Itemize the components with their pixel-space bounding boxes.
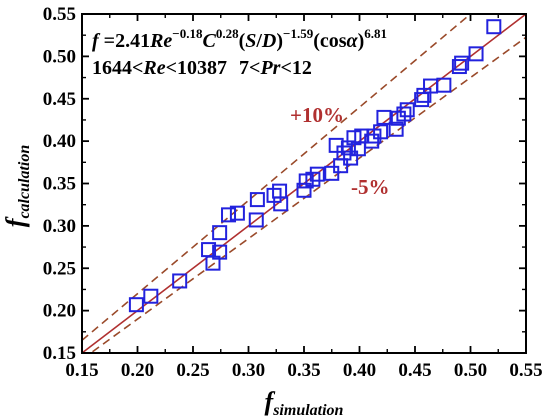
eq-sd-exp: −1.59 xyxy=(283,26,314,41)
x-tick-label: 0.25 xyxy=(176,360,209,381)
data-point xyxy=(248,212,264,228)
range-re-lo: 1644< xyxy=(92,57,143,79)
eq-sd-d: D xyxy=(261,30,276,52)
x-tick-label: 0.30 xyxy=(232,360,265,381)
y-tick-labels: 0.15 0.20 0.25 0.30 0.35 0.40 0.45 0.50 0.55 xyxy=(43,4,76,364)
eq-sd-slash: / xyxy=(255,30,262,52)
eq-cos-open: (cos xyxy=(313,30,347,52)
band-lower-label: -5% xyxy=(351,175,390,199)
data-point xyxy=(414,92,430,108)
data-point xyxy=(364,133,380,149)
y-tick-label: 0.15 xyxy=(43,343,76,364)
equation-text: f =2.41Re−0.18C0.28(S/D)−1.59(cosα)6.81 xyxy=(92,26,387,52)
y-axis-title-sub: calculation xyxy=(16,145,33,219)
data-point xyxy=(454,55,470,71)
band-line-2 xyxy=(89,36,526,353)
y-tick-label: 0.25 xyxy=(43,258,76,279)
y-axis-title: fcalculation xyxy=(1,145,33,228)
y-tick-label: 0.35 xyxy=(43,174,76,195)
data-point xyxy=(212,244,228,260)
data-point xyxy=(309,166,325,182)
y-tick-label: 0.55 xyxy=(43,4,76,25)
axis-ticks xyxy=(81,13,527,354)
y-tick-label: 0.50 xyxy=(43,46,76,67)
x-axis-title-sub: simulation xyxy=(272,402,343,419)
data-point xyxy=(396,106,412,122)
x-axis-title-main: f xyxy=(265,387,276,416)
eq-cos-alpha: α xyxy=(347,30,359,52)
band-line-1 xyxy=(82,14,472,341)
x-tick-label: 0.35 xyxy=(287,360,320,381)
eq-re: Re xyxy=(149,30,172,52)
eq-c: C xyxy=(202,30,216,52)
x-tick-label: 0.15 xyxy=(65,360,98,381)
data-point xyxy=(212,225,228,241)
data-point xyxy=(399,102,415,118)
data-point xyxy=(273,196,289,212)
data-point xyxy=(468,46,484,62)
x-tick-labels: 0.15 0.20 0.25 0.30 0.35 0.40 0.45 0.50 0.55 xyxy=(65,360,542,381)
eq-sd-close: ) xyxy=(276,30,283,52)
range-re-hi: <10387 xyxy=(166,57,227,79)
data-point xyxy=(388,121,404,137)
data-point xyxy=(221,207,237,223)
range-pr-lo: 7< xyxy=(239,57,260,79)
y-axis-title-main: f xyxy=(1,216,30,227)
eq-coef: =2.41 xyxy=(99,30,150,52)
x-tick-label: 0.45 xyxy=(398,360,431,381)
y-tick-label: 0.40 xyxy=(43,131,76,152)
eq-f: f xyxy=(92,30,101,52)
x-tick-label: 0.55 xyxy=(509,360,542,381)
reference-lines xyxy=(82,14,526,353)
data-point xyxy=(346,130,362,146)
eq-re-exp: −0.18 xyxy=(172,26,203,41)
data-point xyxy=(249,192,265,208)
y-tick-label: 0.30 xyxy=(43,216,76,237)
eq-c-exp: 0.28 xyxy=(216,26,239,41)
data-point xyxy=(296,182,312,198)
data-point xyxy=(143,288,159,304)
x-axis-title: fsimulation xyxy=(265,387,344,419)
data-point xyxy=(373,124,389,140)
data-point xyxy=(376,109,392,125)
range-pr: Pr xyxy=(259,57,280,79)
data-point xyxy=(328,137,344,153)
data-point xyxy=(229,205,245,221)
data-point xyxy=(172,273,188,289)
eq-sd-s: S xyxy=(245,30,256,52)
eq-sd-open: ( xyxy=(239,30,246,52)
y-tick-label: 0.20 xyxy=(43,301,76,322)
data-point xyxy=(343,150,359,166)
eq-cos-exp: 6.81 xyxy=(364,26,387,41)
data-point xyxy=(333,158,349,174)
data-point xyxy=(305,171,321,187)
range-re: Re xyxy=(142,57,165,79)
band-upper-label: +10% xyxy=(290,103,344,127)
x-tick-label: 0.50 xyxy=(454,360,487,381)
range-pr-hi: <12 xyxy=(280,57,311,79)
y-tick-label: 0.45 xyxy=(43,89,76,110)
range-text: 1644<Re<10387 7<Pr<12 xyxy=(92,57,312,79)
data-points xyxy=(128,19,502,313)
data-point xyxy=(486,19,502,35)
eq-cos-close: ) xyxy=(358,30,365,52)
data-point xyxy=(451,59,467,75)
x-tick-label: 0.40 xyxy=(343,360,376,381)
data-point xyxy=(436,77,452,93)
x-tick-label: 0.20 xyxy=(121,360,154,381)
data-point xyxy=(128,297,144,313)
data-point xyxy=(324,165,340,181)
